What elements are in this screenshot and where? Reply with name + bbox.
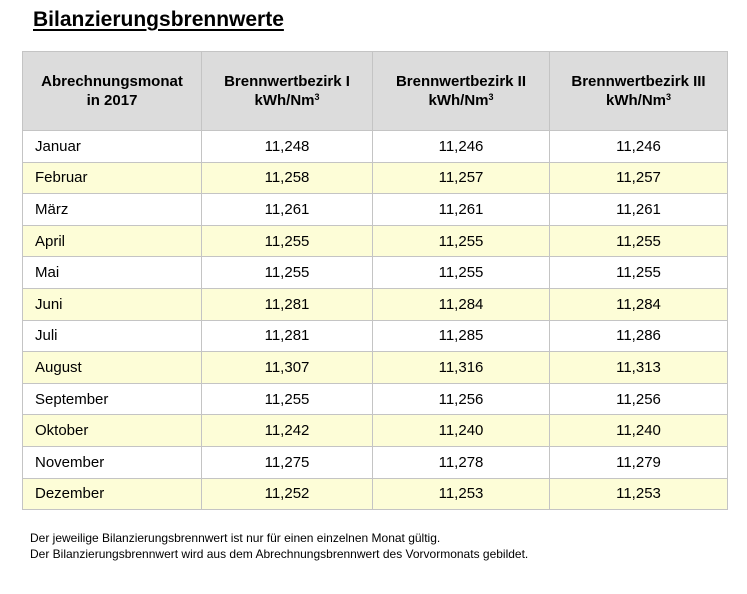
cell-bezirk-1: 11,281 — [201, 319, 373, 353]
cell-bezirk-2: 11,253 — [372, 477, 550, 511]
cell-bezirk-2: 11,261 — [372, 193, 550, 226]
header-label: Brennwertbezirk II — [395, 73, 527, 90]
header-unit: kWh/Nm — [254, 92, 315, 109]
header-abrechnungsmonat: Abrechnungsmonat in 2017 — [22, 51, 202, 131]
cell-month: September — [22, 382, 202, 416]
cell-bezirk-3: 11,256 — [549, 382, 728, 416]
cell-bezirk-2: 11,278 — [372, 445, 550, 479]
header-unit-exponent: 3 — [314, 92, 320, 102]
cell-bezirk-3: 11,253 — [549, 477, 728, 511]
cell-bezirk-1: 11,275 — [201, 445, 373, 479]
table-row: Oktober 11,242 11,240 11,240 — [22, 414, 728, 447]
cell-bezirk-2: 11,246 — [372, 130, 550, 163]
header-sublabel: in 2017 — [86, 92, 138, 109]
cell-bezirk-1: 11,307 — [201, 351, 373, 384]
table-row: Februar 11,258 11,257 11,257 — [22, 161, 728, 195]
cell-month: Juli — [22, 319, 202, 353]
cell-month: April — [22, 224, 202, 258]
table-row: März 11,261 11,261 11,261 — [22, 193, 728, 226]
cell-month: Mai — [22, 256, 202, 289]
table-row: Dezember 11,252 11,253 11,253 — [22, 477, 728, 511]
cell-bezirk-3: 11,286 — [549, 319, 728, 353]
brennwert-table: Abrechnungsmonat in 2017 Brennwertbezirk… — [22, 51, 728, 511]
cell-bezirk-3: 11,240 — [549, 414, 728, 447]
table-row: Juli 11,281 11,285 11,286 — [22, 319, 728, 353]
cell-month: November — [22, 445, 202, 479]
table-row: Januar 11,248 11,246 11,246 — [22, 130, 728, 163]
table-header-row: Abrechnungsmonat in 2017 Brennwertbezirk… — [22, 51, 728, 131]
footnotes: Der jeweilige Bilanzierungsbrennwert ist… — [30, 530, 528, 562]
cell-month: März — [22, 193, 202, 226]
cell-month: August — [22, 351, 202, 384]
cell-bezirk-2: 11,257 — [372, 161, 550, 195]
table-body: Januar 11,248 11,246 11,246 Februar 11,258 11,… — [22, 130, 728, 511]
header-label: Abrechnungsmonat — [41, 73, 183, 90]
cell-bezirk-3: 11,261 — [549, 193, 728, 226]
header-bezirk-2: Brennwertbezirk II kWh/Nm3 — [372, 51, 550, 131]
cell-bezirk-1: 11,252 — [201, 477, 373, 511]
cell-bezirk-2: 11,316 — [372, 351, 550, 384]
header-unit-exponent: 3 — [665, 92, 671, 102]
cell-bezirk-2: 11,255 — [372, 224, 550, 258]
table-row: September 11,255 11,256 11,256 — [22, 382, 728, 416]
cell-month: Februar — [22, 161, 202, 195]
table-row: April 11,255 11,255 11,255 — [22, 224, 728, 258]
cell-bezirk-1: 11,255 — [201, 224, 373, 258]
cell-bezirk-2: 11,255 — [372, 256, 550, 289]
cell-month: Januar — [22, 130, 202, 163]
header-bezirk-1: Brennwertbezirk I kWh/Nm3 — [201, 51, 373, 131]
header-label: Brennwertbezirk I — [224, 73, 350, 90]
header-unit: kWh/Nm — [605, 92, 666, 109]
cell-month: Dezember — [22, 477, 202, 511]
header-unit: kWh/Nm — [428, 92, 489, 109]
table-row: November 11,275 11,278 11,279 — [22, 445, 728, 479]
cell-bezirk-3: 11,246 — [549, 130, 728, 163]
footnote-line: Der jeweilige Bilanzierungsbrennwert ist… — [30, 531, 441, 545]
cell-bezirk-3: 11,255 — [549, 224, 728, 258]
cell-bezirk-3: 11,279 — [549, 445, 728, 479]
table-row: Mai 11,255 11,255 11,255 — [22, 256, 728, 289]
header-label: Brennwertbezirk III — [571, 73, 706, 90]
cell-bezirk-2: 11,285 — [372, 319, 550, 353]
header-unit-exponent: 3 — [488, 92, 494, 102]
cell-bezirk-3: 11,257 — [549, 161, 728, 195]
cell-bezirk-1: 11,255 — [201, 382, 373, 416]
cell-bezirk-1: 11,255 — [201, 256, 373, 289]
cell-bezirk-3: 11,255 — [549, 256, 728, 289]
cell-bezirk-1: 11,242 — [201, 414, 373, 447]
cell-month: Oktober — [22, 414, 202, 447]
header-bezirk-3: Brennwertbezirk III kWh/Nm3 — [549, 51, 728, 131]
cell-bezirk-2: 11,240 — [372, 414, 550, 447]
cell-month: Juni — [22, 287, 202, 321]
cell-bezirk-3: 11,284 — [549, 287, 728, 321]
footnote-line: Der Bilanzierungsbrennwert wird aus dem … — [30, 547, 529, 561]
table-row: August 11,307 11,316 11,313 — [22, 351, 728, 384]
cell-bezirk-2: 11,284 — [372, 287, 550, 321]
page-title: Bilanzierungsbrennwerte — [33, 8, 284, 31]
cell-bezirk-2: 11,256 — [372, 382, 550, 416]
cell-bezirk-1: 11,258 — [201, 161, 373, 195]
cell-bezirk-1: 11,261 — [201, 193, 373, 226]
table-row: Juni 11,281 11,284 11,284 — [22, 287, 728, 321]
cell-bezirk-1: 11,248 — [201, 130, 373, 163]
cell-bezirk-3: 11,313 — [549, 351, 728, 384]
cell-bezirk-1: 11,281 — [201, 287, 373, 321]
